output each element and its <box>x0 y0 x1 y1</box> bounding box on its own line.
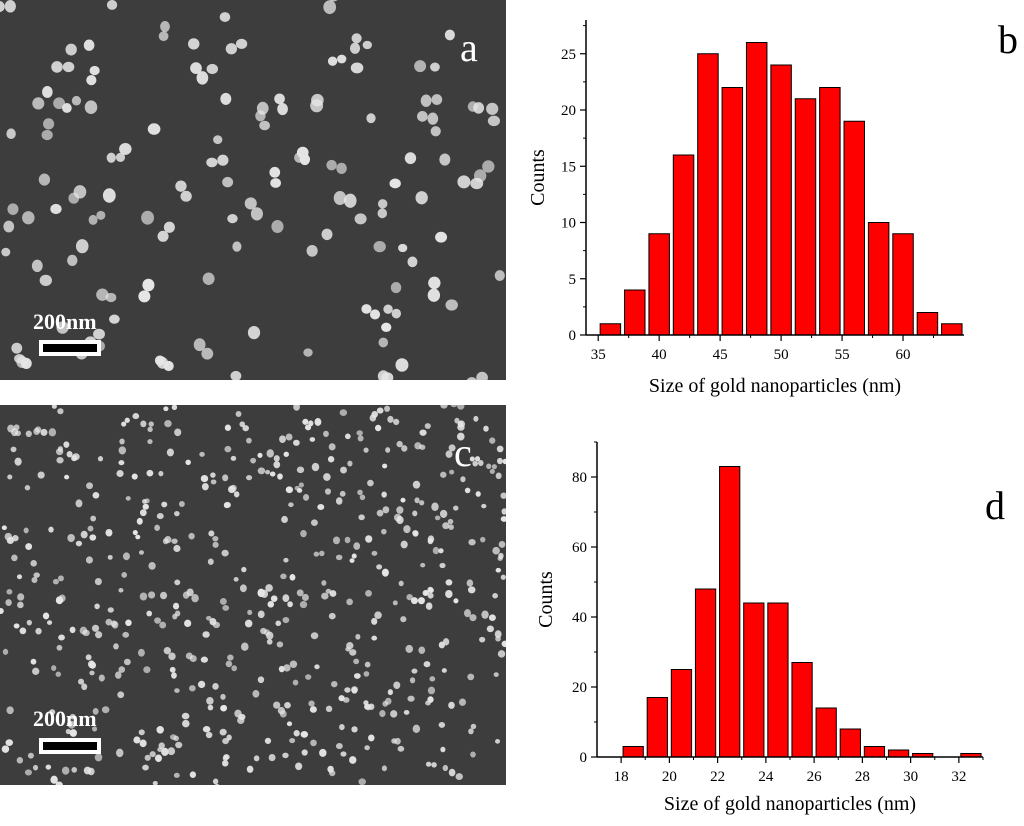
sem-image-a: a 200nm <box>0 0 506 380</box>
x-tick-label-b-0: 35 <box>591 347 606 363</box>
histogram-panel-d: 0 20 40 60 80 18 20 22 24 26 28 30 32 Size of gold n… <box>520 410 1024 821</box>
scale-bar-label-c: 200nm <box>33 706 97 731</box>
bar-b-9 <box>819 87 841 336</box>
bar-d-4 <box>719 466 741 758</box>
x-tick-label-d-0: 18 <box>614 769 629 785</box>
x-tick-label-b-2: 45 <box>713 347 728 363</box>
bar-d-3 <box>694 588 717 758</box>
panel-label-d: d <box>985 483 1005 528</box>
bar-b-8 <box>794 98 817 336</box>
bar-d-6 <box>767 602 789 758</box>
bar-b-1 <box>624 289 646 336</box>
axes-b: 0 5 10 15 20 25 35 40 45 50 55 60 <box>561 20 964 363</box>
bars-d <box>622 466 982 758</box>
bar-b-4 <box>697 53 719 336</box>
x-tick-label-b-1: 40 <box>652 347 667 363</box>
panel-label-c: c <box>454 430 472 475</box>
bar-d-0 <box>622 746 644 758</box>
y-tick-label-d-1: 20 <box>572 680 587 696</box>
x-axis-label-b: Size of gold nanoparticles (nm) <box>649 375 901 397</box>
bar-d-1 <box>646 697 668 758</box>
y-axis-label-d: Counts <box>535 571 557 628</box>
y-tick-label-d-0: 0 <box>580 750 588 766</box>
histogram-panel-b: 0 5 10 15 20 25 35 40 45 50 55 60 Size of gold nano… <box>520 0 1024 400</box>
bar-b-6 <box>745 42 768 336</box>
x-tick-label-b-4: 55 <box>835 347 850 363</box>
bar-d-2 <box>670 669 693 758</box>
bars-b <box>599 42 963 336</box>
x-tick-label-d-4: 26 <box>807 769 823 785</box>
bar-d-7 <box>791 662 813 758</box>
scale-bar-label-a: 200nm <box>33 309 97 334</box>
bar-b-13 <box>916 312 939 336</box>
x-axis-label-d: Size of gold nanoparticles (nm) <box>664 793 916 815</box>
x-tick-label-d-7: 32 <box>951 769 966 785</box>
bar-b-2 <box>648 233 670 336</box>
bar-d-11 <box>887 749 910 758</box>
bar-b-3 <box>672 154 695 336</box>
y-tick-label-b-3: 15 <box>561 159 576 175</box>
x-tick-label-d-6: 30 <box>903 769 918 785</box>
sem-image-c: c 200nm <box>0 405 506 785</box>
y-tick-label-b-4: 20 <box>561 103 576 119</box>
y-tick-label-d-2: 40 <box>572 610 587 626</box>
bar-d-8 <box>815 707 837 758</box>
x-tick-label-d-2: 22 <box>710 769 725 785</box>
bar-b-0 <box>599 323 622 336</box>
bar-b-10 <box>843 120 866 336</box>
bar-d-9 <box>839 728 861 758</box>
scale-bar-c <box>39 738 101 754</box>
x-tick-label-b-5: 60 <box>896 347 911 363</box>
histogram-b: 0 5 10 15 20 25 35 40 45 50 55 60 Size of gold nano… <box>527 20 964 397</box>
panel-label-b: b <box>998 17 1018 62</box>
bar-b-11 <box>867 222 890 336</box>
bar-d-10 <box>863 746 886 758</box>
x-tick-label-d-1: 20 <box>662 769 677 785</box>
bar-b-12 <box>892 233 914 336</box>
x-tick-label-d-5: 28 <box>855 769 870 785</box>
y-tick-label-b-5: 25 <box>561 47 576 63</box>
x-tick-label-d-3: 24 <box>758 769 774 785</box>
sem-particles-a <box>0 0 505 380</box>
sem-particles-c <box>0 405 506 785</box>
panel-label-a: a <box>460 25 478 70</box>
scale-bar-a <box>39 340 101 356</box>
y-axis-label-b: Counts <box>527 149 549 206</box>
bar-d-5 <box>743 602 765 758</box>
x-tick-label-b-3: 50 <box>774 347 789 363</box>
y-tick-label-b-2: 10 <box>561 216 576 232</box>
histogram-d: 0 20 40 60 80 18 20 22 24 26 28 30 32 Size of gold n… <box>535 441 984 815</box>
y-tick-label-d-3: 60 <box>572 540 587 556</box>
y-tick-label-d-4: 80 <box>572 470 587 486</box>
y-tick-label-b-1: 5 <box>569 272 577 288</box>
bar-b-14 <box>941 323 963 336</box>
bar-b-5 <box>721 87 744 336</box>
axes-d: 0 20 40 60 80 18 20 22 24 26 28 30 32 <box>572 441 984 785</box>
y-tick-label-b-0: 0 <box>569 328 577 344</box>
bar-b-7 <box>770 64 792 336</box>
